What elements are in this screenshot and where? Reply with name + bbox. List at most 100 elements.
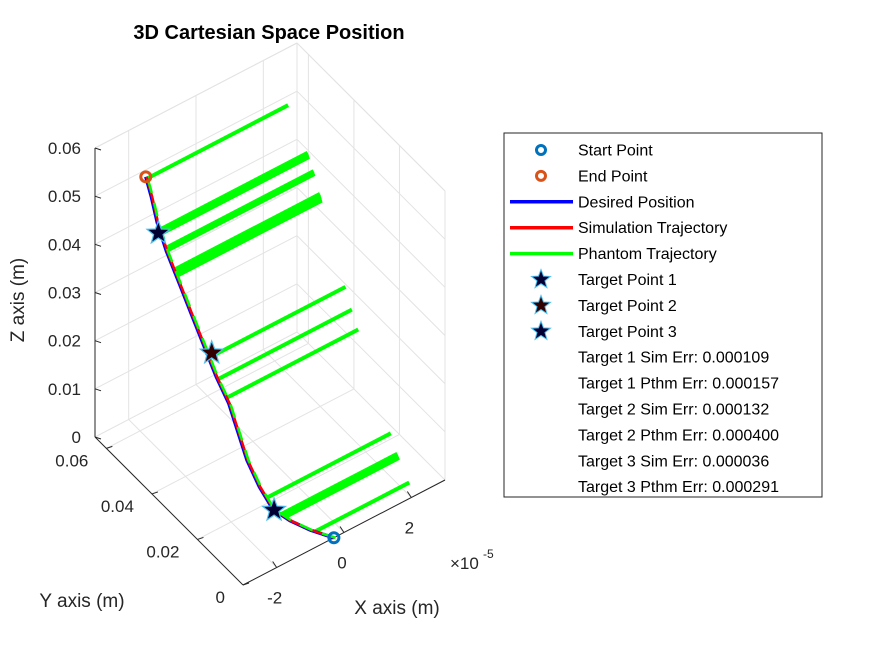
plot-area [139,103,411,545]
y-tick-label: 0.04 [101,497,134,516]
box-top-back [94,42,298,149]
legend-entry: Target Point 1 [530,268,677,289]
x-axis-label: X axis (m) [354,598,440,619]
legend-circle-icon [535,144,547,156]
phantom-spike [265,431,392,500]
y-tick-label: 0 [216,588,225,607]
grid-line-y-floor [197,434,400,540]
z-tick-label: 0.01 [48,380,81,399]
legend-label: Target Point 2 [578,298,677,315]
phantom-spike [158,150,309,232]
phantom-spike [225,327,360,400]
target-point-2-marker [198,339,225,365]
x-exponent-power: -5 [483,547,494,561]
grid-line-z-sidewall [296,90,446,240]
y-tick-label: 0.02 [146,542,179,561]
chart-title: 3D Cartesian Space Position [133,22,404,44]
legend-box [503,132,823,498]
legend-circle-icon [535,169,547,182]
legend-entry: Target Point 2 [530,293,677,315]
grid-line-x-floor [262,349,412,498]
legend-label: Start Point [578,143,653,160]
legend-label: Target Point 1 [578,272,677,289]
phantom-spike [145,103,290,181]
legend-entry: End Point [535,168,648,185]
grid-line-z-sidewall [296,331,446,481]
z-tick-label: 0.04 [48,235,81,254]
grid-line-x-floor [195,384,345,533]
z-axis-label: Z axis (m) [8,258,29,342]
target-point-1-marker [145,219,172,245]
legend-label: Target 1 Pthm Err: 0.000157 [578,376,779,393]
y-tick-label: 0.06 [55,451,88,470]
legend-label: Phantom Trajectory [578,246,717,263]
axes-box [94,147,446,586]
grid-line-z-sidewall [296,283,446,433]
x-tick-label: 2 [405,519,414,538]
y-tick-mark [242,582,250,586]
grid-line-z-sidewall [296,235,446,385]
phantom-spike [172,192,321,272]
z-tick-mark [94,340,102,344]
legend-star-icon [530,319,552,341]
legend-entry: Desired Position [510,194,695,211]
legend-entry: Start Point [535,143,653,160]
grid-line-z-sidewall [296,187,446,336]
legend-star-icon [530,293,552,315]
legend-label: Target 3 Sim Err: 0.000036 [578,453,769,470]
y-axis-label: Y axis (m) [39,591,124,612]
z-tick-mark [94,195,102,199]
z-tick-mark [94,147,102,151]
phantom-spike [207,285,347,360]
y-tick-mark [106,445,113,449]
legend-label: Simulation Trajectory [578,220,727,237]
z-tick-label: 0.05 [48,187,81,206]
z-tick-mark [94,292,102,295]
x-tick-mark [272,561,278,568]
legend-entry: Target 1 Sim Err: 0.000109 [578,350,769,367]
phantom-spike [216,307,353,382]
x-exponent: ×10 -5 [450,547,494,573]
z-tick-mark [94,243,102,247]
phantom-spike [279,451,399,517]
y-tick-mark [197,536,204,540]
phantom-spike [164,169,315,250]
tick-labels: 0 0.01 0.02 0.03 0.04 0.05 0.06 0 0.02 0.04 0.06 -2… [48,139,414,608]
x-exponent-base: ×10 [450,554,479,573]
phantom-spike [314,480,411,534]
legend-entry: Phantom Trajectory [510,246,717,263]
end-point-marker [139,170,153,184]
start-point-marker [327,531,341,545]
legend-entry: Target Point 3 [530,319,677,341]
grid-line-y-floor [151,388,355,495]
z-tick-label: 0.03 [48,284,81,303]
z-tick-label: 0 [72,428,81,447]
y-tick-mark [151,491,159,495]
y-axis-line [94,436,244,586]
legend-label: Target 2 Pthm Err: 0.000400 [578,427,779,444]
legend-label: Target Point 3 [578,324,677,341]
legend-label: Target 2 Sim Err: 0.000132 [578,402,769,419]
z-tick-mark [94,388,102,392]
x-tick-label: -2 [267,589,282,608]
x-tick-mark [339,526,345,533]
legend-entry: Target 3 Sim Err: 0.000036 [578,453,769,470]
legend-label: Desired Position [578,194,695,211]
legend-label: End Point [578,168,648,185]
z-tick-label: 0.06 [48,139,81,158]
legend-entry: Target 3 Pthm Err: 0.000291 [578,479,779,496]
legend-entry: Simulation Trajectory [510,220,727,237]
grid-line-y-floor [106,342,309,449]
z-tick-mark [94,436,102,440]
x-tick-label: 0 [337,554,346,573]
legend-label: Target 1 Sim Err: 0.000109 [578,350,769,367]
box-top-side [296,42,446,192]
grid-line-z-sidewall [296,138,446,288]
legend-star-icon [530,268,552,289]
target-point-3-marker [261,496,288,522]
x-tick-mark [406,491,412,498]
legend: Start Point End Point Desired Position Simu… [503,132,823,498]
legend-entry: Target 1 Pthm Err: 0.000157 [578,376,779,393]
legend-entry: Target 2 Pthm Err: 0.000400 [578,427,779,444]
